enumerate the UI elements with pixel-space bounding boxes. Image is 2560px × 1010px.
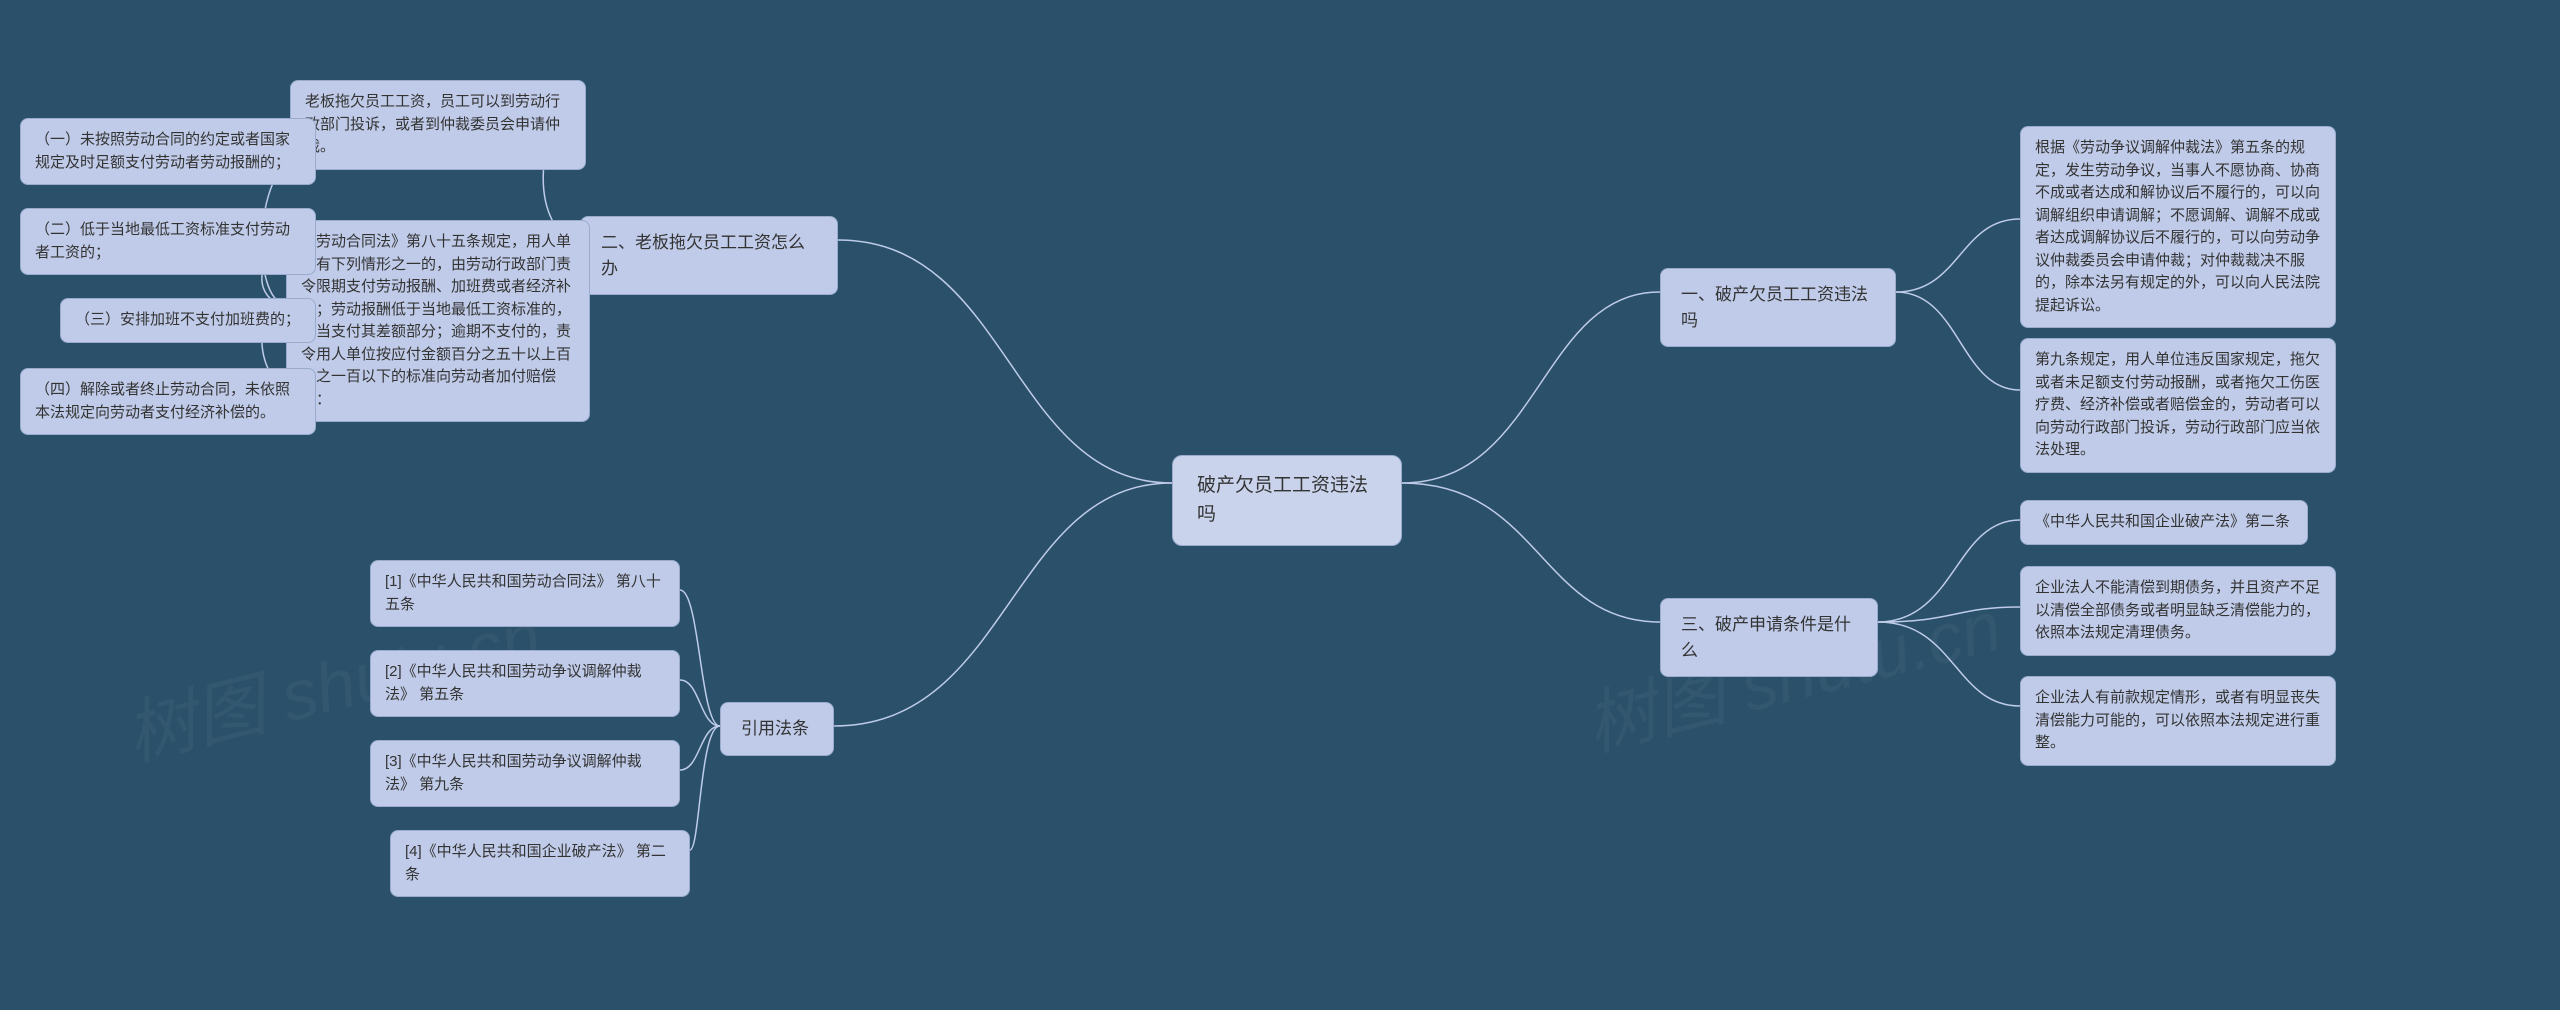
branch-r1[interactable]: 一、破产欠员工工资违法吗 — [1660, 268, 1896, 347]
leaf-l2-1-sub2[interactable]: （三）安排加班不支付加班费的； — [60, 298, 316, 343]
leaf-r1-0[interactable]: 根据《劳动争议调解仲裁法》第五条的规定，发生劳动争议，当事人不愿协商、协商不成或… — [2020, 126, 2336, 328]
branch-l2[interactable]: 二、老板拖欠员工工资怎么办 — [580, 216, 838, 295]
branch-yinyong[interactable]: 引用法条 — [720, 702, 834, 756]
leaf-yy-0[interactable]: [1]《中华人民共和国劳动合同法》 第八十五条 — [370, 560, 680, 627]
branch-r3[interactable]: 三、破产申请条件是什么 — [1660, 598, 1878, 677]
leaf-r3-0[interactable]: 《中华人民共和国企业破产法》第二条 — [2020, 500, 2308, 545]
leaf-l2-1[interactable]: 《劳动合同法》第八十五条规定，用人单位有下列情形之一的，由劳动行政部门责令限期支… — [286, 220, 590, 422]
leaf-l2-1-sub3[interactable]: （四）解除或者终止劳动合同，未依照本法规定向劳动者支付经济补偿的。 — [20, 368, 316, 435]
leaf-yy-1[interactable]: [2]《中华人民共和国劳动争议调解仲裁法》 第五条 — [370, 650, 680, 717]
root-node[interactable]: 破产欠员工工资违法吗 — [1172, 455, 1402, 546]
leaf-r3-2[interactable]: 企业法人有前款规定情形，或者有明显丧失清偿能力可能的，可以依照本法规定进行重整。 — [2020, 676, 2336, 766]
leaf-yy-2[interactable]: [3]《中华人民共和国劳动争议调解仲裁法》 第九条 — [370, 740, 680, 807]
leaf-l2-0[interactable]: 老板拖欠员工工资，员工可以到劳动行政部门投诉，或者到仲裁委员会申请仲裁。 — [290, 80, 586, 170]
leaf-l2-1-sub1[interactable]: （二）低于当地最低工资标准支付劳动者工资的； — [20, 208, 316, 275]
leaf-yy-3[interactable]: [4]《中华人民共和国企业破产法》 第二条 — [390, 830, 690, 897]
leaf-r3-1[interactable]: 企业法人不能清偿到期债务，并且资产不足以清偿全部债务或者明显缺乏清偿能力的，依照… — [2020, 566, 2336, 656]
leaf-r1-1[interactable]: 第九条规定，用人单位违反国家规定，拖欠或者未足额支付劳动报酬，或者拖欠工伤医疗费… — [2020, 338, 2336, 473]
leaf-l2-1-sub0[interactable]: （一）未按照劳动合同的约定或者国家规定及时足额支付劳动者劳动报酬的； — [20, 118, 316, 185]
